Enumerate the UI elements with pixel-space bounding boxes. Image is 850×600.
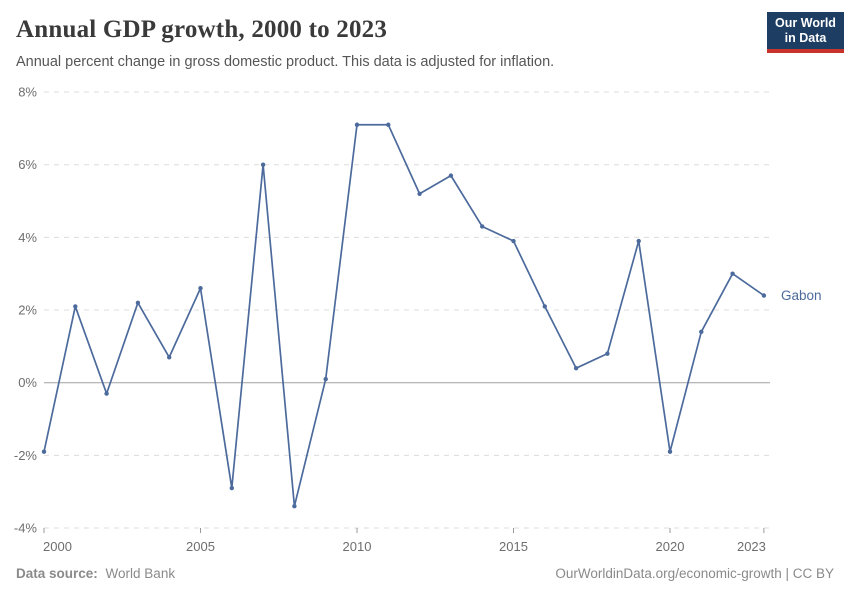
x-axis-tick-label: 2005: [186, 539, 215, 554]
y-axis-tick-label: 0%: [18, 375, 37, 390]
data-point-2016: [542, 304, 547, 309]
data-point-2017: [573, 365, 579, 371]
data-point-2012: [417, 191, 422, 196]
data-point-2006: [229, 485, 234, 491]
y-axis-tick-label: -2%: [14, 448, 38, 463]
data-point-2005: [198, 286, 203, 291]
data-point-2013: [448, 173, 454, 178]
data-point-2015: [511, 238, 516, 244]
data-point-2008: [292, 504, 297, 509]
owid-logo-text: Our World in Data: [775, 16, 836, 49]
data-source-value: World Bank: [105, 566, 176, 581]
data-point-2018: [605, 351, 610, 356]
x-axis-tick-label: 2010: [343, 539, 372, 554]
owid-logo-red-bar: [767, 49, 844, 53]
y-axis-tick-label: 8%: [18, 85, 37, 100]
x-axis-tick-label: 2015: [499, 539, 528, 554]
chart-footer: Data source: World Bank OurWorldinData.o…: [16, 566, 834, 581]
y-axis-tick-label: 6%: [18, 157, 37, 172]
data-point-2022: [730, 271, 735, 276]
data-point-2009: [323, 376, 328, 382]
data-source-label: Data source:: [16, 566, 98, 581]
data-point-2001: [73, 304, 78, 309]
data-point-2002: [104, 391, 109, 396]
gdp-growth-line: [43, 123, 765, 508]
data-point-2000: [41, 449, 47, 454]
owid-logo: Our World in Data: [767, 12, 844, 53]
x-axis-tick-label: 2020: [656, 539, 685, 554]
series-label-gabon: Gabon: [781, 288, 822, 303]
data-point-2014: [480, 224, 485, 229]
data-point-2011: [386, 122, 391, 127]
data-point-2004: [167, 355, 172, 360]
y-axis-tick-label: -4%: [14, 521, 38, 536]
footer-attribution: OurWorldinData.org/economic-growth | CC …: [555, 566, 834, 581]
data-point-2003: [135, 300, 141, 305]
data-point-2023: [761, 293, 767, 298]
gdp-growth-line-chart: 8% 6% 4% 2% 0% -2% -4% 2000 2005 2010 2015 2020 2023: [14, 85, 770, 554]
data-point-2010: [354, 122, 360, 127]
x-axis-tick-label: 2023: [737, 539, 766, 554]
data-point-2007: [260, 162, 266, 167]
chart-title: Annual GDP growth, 2000 to 2023: [16, 16, 388, 43]
data-point-2021: [699, 329, 704, 335]
owid-logo-line2: in Data: [784, 31, 827, 45]
data-point-2019: [636, 238, 641, 244]
data-source: Data source: World Bank: [16, 566, 175, 581]
data-point-2020: [667, 449, 673, 454]
x-axis-tick-label: 2000: [43, 539, 72, 554]
chart-subtitle: Annual percent change in gross domestic …: [16, 54, 555, 70]
owid-logo-line1: Our World: [775, 16, 836, 30]
y-axis-tick-label: 4%: [18, 230, 37, 245]
y-axis-tick-label: 2%: [18, 303, 37, 318]
